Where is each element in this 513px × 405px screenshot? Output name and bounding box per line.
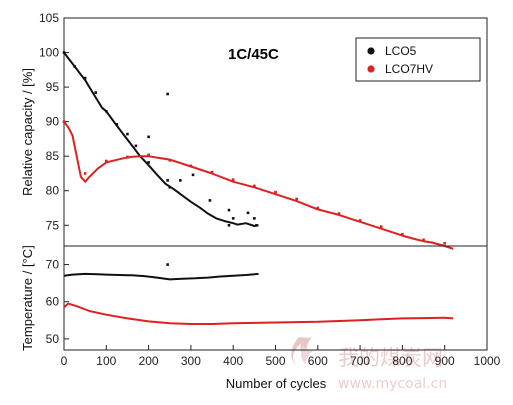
x-tick-label: 500 [265,354,285,368]
capacity-data-point-lco7hv [189,164,193,168]
capacity-data-point-lco5 [126,132,129,136]
capacity-data-point-lco7hv [401,232,404,236]
capacity-data-point-lco5 [166,179,169,182]
legend: LCO5 LCO7HV [355,37,481,82]
capacity-y-tick-label: 80 [46,184,60,198]
watermark-url-text: www.mycoal.cn [338,376,447,392]
capacity-data-point-lco7hv [379,225,383,228]
capacity-data-point-lco7hv [253,184,256,188]
capacity-data-point-lco5 [147,161,150,164]
capacity-y-tick-label: 105 [39,11,59,25]
legend-label-lco5: LCO5 [385,44,417,58]
capacity-data-point-lco7hv [168,159,172,162]
capacity-panel: 75 80 85 90 95 100 105 1C/45C LCO5 LCO7HV Rela… [20,11,488,250]
capacity-data-point-lco7hv [210,170,214,174]
legend-marker-lco7hv [367,65,375,73]
capacity-data-point-lco7hv [147,153,150,157]
capacity-data-point-lco5 [115,123,119,126]
cycle-x-ticks: 0 100 200 300 400 500 600 700 800 900 1000 [61,345,501,368]
capacity-data-point-lco5 [73,65,76,68]
capacity-data-point-lco5 [105,109,108,113]
temperature-y-tick-label: 60 [46,295,60,309]
capacity-data-point-lco7hv [337,212,341,215]
capacity-data-point-lco7hv [105,159,108,163]
x-tick-label: 1000 [474,354,501,368]
capacity-data-point-lco5 [134,144,138,148]
x-axis-title: Number of cycles [226,376,327,391]
capacity-data-point-lco7hv [316,206,320,210]
x-tick-label: 300 [181,354,201,368]
temperature-y-axis-title: Temperature / [°C] [20,245,35,351]
capacity-data-point-lco5 [246,211,250,215]
capacity-series-line-lco5 [63,51,259,227]
capacity-y-tick-label: 100 [39,46,59,60]
capacity-data-point-lco5 [62,51,66,54]
temperature-y-tick-label: 50 [46,332,60,346]
capacity-series [62,51,454,250]
capacity-data-point-lco7hv [358,219,362,222]
capacity-data-point-lco5 [255,223,258,227]
capacity-series-line-lco7hv [63,121,454,250]
capacity-data-point-lco5 [253,217,256,220]
capacity-y-axis-title: Relative capacity / [%] [20,68,35,196]
capacity-data-point-lco5 [83,76,87,80]
x-tick-label: 200 [139,354,159,368]
temperature-series-line-lco7hv [63,302,454,325]
test-condition-label: 1C/45C [228,46,279,63]
legend-label-lco7hv: LCO7HV [385,62,433,76]
temperature-series [63,263,454,325]
capacity-data-point-lco5 [231,217,235,220]
capacity-data-point-lco5 [147,135,150,139]
capacity-data-point-lco5 [94,91,98,94]
capacity-data-point-lco7hv [274,190,277,194]
capacity-data-point-lco5 [208,199,212,202]
capacity-data-point-lco7hv [422,238,425,242]
capacity-data-point-lco5 [227,223,231,227]
x-tick-label: 400 [223,354,243,368]
capacity-y-tick-label: 95 [46,80,60,94]
capacity-data-point-lco7hv [231,178,235,181]
temperature-y-ticks: 50 60 70 [46,258,69,346]
x-tick-label: 700 [350,354,370,368]
legend-marker-lco5 [367,47,375,55]
x-tick-label: 600 [308,354,328,368]
temperature-series-line-lco5 [63,272,259,281]
capacity-data-point-lco5 [191,173,195,177]
capacity-data-point-lco7hv [126,155,129,159]
x-tick-label: 900 [435,354,455,368]
temperature-data-point-lco5 [166,263,169,266]
x-tick-label: 100 [96,354,116,368]
capacity-data-point-lco5 [168,185,172,189]
capacity-y-tick-label: 75 [46,218,60,232]
temperature-plot-frame [63,245,488,351]
x-tick-label: 800 [392,354,412,368]
capacity-y-tick-label: 90 [46,115,60,129]
capacity-data-point-lco7hv [443,241,446,245]
capacity-data-point-lco5 [227,208,231,212]
capacity-data-point-lco7hv [83,172,87,175]
x-tick-label: 0 [61,354,68,368]
capacity-data-point-lco5 [166,92,169,96]
legend-box [355,37,481,82]
capacity-data-point-lco5 [179,179,182,182]
capacity-y-tick-label: 85 [46,149,60,163]
capacity-y-ticks: 75 80 85 90 95 100 105 [39,11,69,232]
temperature-y-tick-label: 70 [46,258,60,272]
capacity-data-point-lco7hv [295,197,298,201]
capacity-data-point-lco7hv [62,120,66,123]
